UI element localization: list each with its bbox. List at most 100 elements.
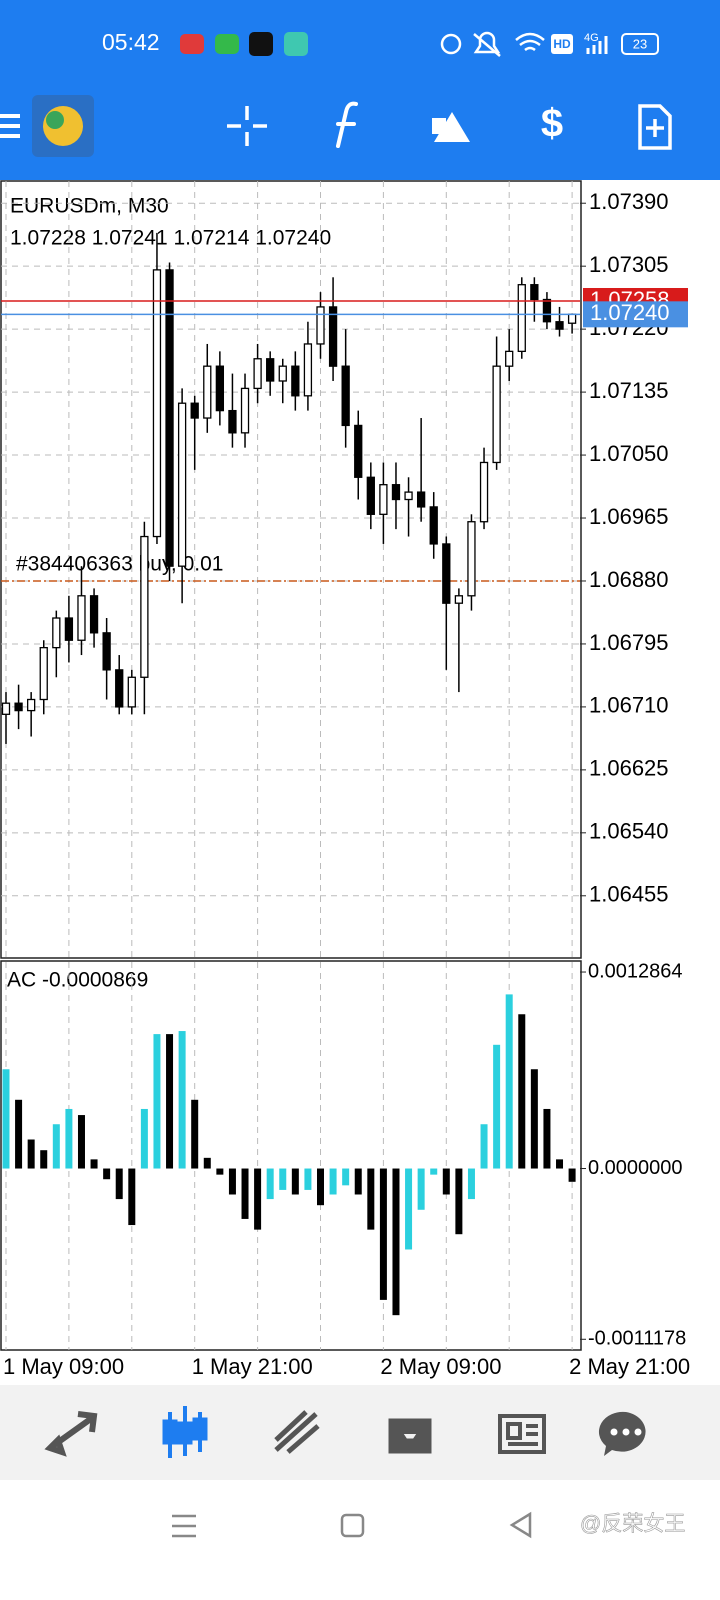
ac-bar <box>291 1168 299 1195</box>
ac-bar <box>90 1159 98 1169</box>
chart-tab[interactable] <box>162 1406 208 1458</box>
candle-body <box>278 365 287 382</box>
ac-bar <box>530 1069 538 1169</box>
indicators-button[interactable] <box>336 101 358 148</box>
ac-bar <box>27 1139 35 1169</box>
candle-body <box>203 365 212 419</box>
candle-body <box>14 702 23 712</box>
ac-bar <box>392 1168 400 1316</box>
ac-bar <box>15 1099 23 1169</box>
ac-bar <box>203 1157 211 1169</box>
trade-button[interactable]: $ <box>541 102 563 146</box>
candle-body <box>240 387 250 434</box>
candle-body <box>505 350 514 367</box>
dot <box>634 1428 642 1436</box>
ac-bar <box>556 1159 564 1169</box>
candle-body <box>341 365 350 427</box>
candle-body <box>291 365 300 397</box>
ac-bar <box>52 1124 60 1169</box>
candle-body <box>102 632 111 671</box>
hd-badge <box>551 34 573 54</box>
ac-bar <box>405 1168 413 1250</box>
new-order-button[interactable] <box>638 104 672 150</box>
candle-body <box>215 365 225 412</box>
candle-body <box>542 298 552 323</box>
recents-button[interactable] <box>172 1514 196 1538</box>
candle-body <box>127 676 136 708</box>
candle-body <box>152 269 162 538</box>
y-tick-label: 1.07050 <box>589 441 669 466</box>
ac-bar <box>216 1168 224 1175</box>
news-tab[interactable] <box>498 1414 546 1454</box>
y-tick-label: 1.06455 <box>589 882 669 907</box>
candle-body <box>77 595 86 641</box>
ac-panel <box>0 960 582 1351</box>
price-tag-label: 1.07240 <box>590 300 670 325</box>
back-button[interactable] <box>509 1511 532 1539</box>
ac-bar <box>128 1168 136 1226</box>
y-tick-label: 1.07305 <box>589 252 669 277</box>
y-tick-label: -0.0011178 <box>588 1328 686 1350</box>
candle-body <box>467 521 476 597</box>
candle-body <box>190 402 199 419</box>
price-panel <box>0 180 582 959</box>
history-tab[interactable] <box>388 1418 432 1454</box>
candle-body <box>442 543 451 604</box>
candle-body <box>479 461 489 523</box>
ac-bar <box>153 1034 161 1169</box>
candle-body <box>316 306 325 345</box>
alarm-icon <box>440 33 462 55</box>
ac-bar <box>77 1115 85 1169</box>
objects-button[interactable] <box>432 112 470 142</box>
ac-bar <box>379 1168 387 1300</box>
ac-bar <box>2 1069 10 1169</box>
ohlc-label: 1.07228 1.07241 1.07214 1.07240 <box>10 227 331 250</box>
candle-body <box>27 698 36 712</box>
candle-body <box>328 306 338 367</box>
trade-tab[interactable] <box>274 1410 320 1454</box>
y-tick-label: 1.06795 <box>589 630 669 655</box>
candle-body <box>89 595 99 634</box>
x-tick-label: 2 May 21:00 <box>569 1354 690 1379</box>
candle-body <box>391 484 401 501</box>
symbol-title: EURUSDm, M30 <box>10 195 169 218</box>
dot <box>610 1428 618 1436</box>
ac-bar <box>417 1168 425 1210</box>
mute-icon <box>473 31 501 57</box>
status-time: 05:42 <box>102 29 160 55</box>
candle-body <box>115 669 124 708</box>
ac-bar <box>279 1168 287 1190</box>
ac-bar <box>266 1168 274 1200</box>
app-header <box>0 0 720 180</box>
watermark: @反荣女王 <box>580 1513 685 1536</box>
ac-bar <box>254 1168 262 1230</box>
candle-body <box>165 269 174 567</box>
candle-body <box>228 409 237 434</box>
ac-title: AC -0.0000869 <box>7 969 148 992</box>
home-button[interactable] <box>340 1513 365 1538</box>
y-tick-label: 1.06880 <box>589 567 669 592</box>
ac-bar <box>430 1168 438 1175</box>
ac-bar <box>166 1034 174 1169</box>
candle-body <box>567 313 577 324</box>
candle-body <box>64 617 74 641</box>
order-label: #384406363 buy, 0.01 <box>16 553 223 576</box>
menu-button[interactable] <box>0 114 20 138</box>
ac-bar <box>103 1168 111 1180</box>
battery-label: 23 <box>633 36 647 51</box>
messages-tab[interactable] <box>598 1411 646 1456</box>
ac-bar <box>543 1108 551 1169</box>
network-label: 4G <box>584 32 599 44</box>
hd-label: HD <box>553 37 571 51</box>
y-tick-label: 1.06965 <box>589 504 669 529</box>
ac-bar <box>65 1108 73 1169</box>
candle-body <box>429 506 438 545</box>
candle-body <box>253 358 262 390</box>
ac-bar <box>228 1168 236 1195</box>
y-tick-label: 1.06625 <box>589 756 669 781</box>
app-icon <box>180 34 204 54</box>
crosshair-button[interactable] <box>227 106 267 146</box>
ac-bar <box>354 1168 362 1195</box>
quotes-tab[interactable] <box>44 1411 98 1457</box>
candle-body <box>1 702 11 715</box>
